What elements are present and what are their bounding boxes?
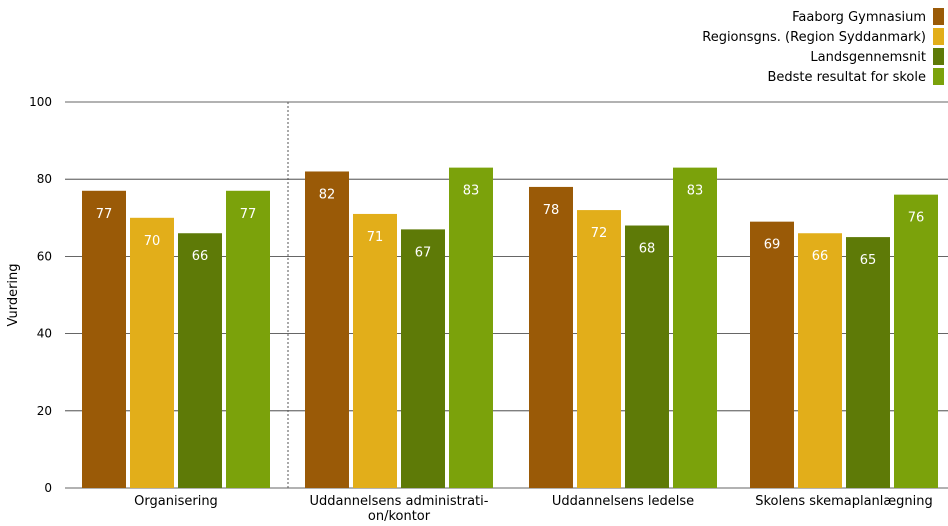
bar <box>449 167 493 488</box>
bar <box>82 190 126 488</box>
bar <box>750 221 794 488</box>
y-tick-label: 80 <box>37 172 52 186</box>
data-label: 66 <box>192 249 209 264</box>
y-tick-label: 0 <box>44 481 52 495</box>
bar <box>577 210 621 488</box>
data-label: 71 <box>367 230 384 245</box>
data-label: 67 <box>415 245 432 260</box>
bar <box>529 186 573 489</box>
legend-swatch <box>933 68 944 85</box>
bar <box>226 190 270 488</box>
data-label: 76 <box>908 211 925 226</box>
data-label: 70 <box>144 234 161 249</box>
data-label: 77 <box>96 207 113 222</box>
data-label: 82 <box>319 187 336 202</box>
data-label: 65 <box>860 253 877 268</box>
bar <box>401 229 445 488</box>
legend-entry: Bedste resultat for skole <box>767 70 926 85</box>
x-tick-label: Uddannelsens administrati-on/kontor <box>310 494 489 524</box>
bar <box>178 233 222 488</box>
legend-entry: Landsgennemsnit <box>810 50 926 65</box>
legend-swatch <box>933 28 944 45</box>
data-label: 78 <box>543 203 560 218</box>
bars: 77 70 66 77 82 71 67 83 78 72 68 83 69 66 65 76 <box>82 167 938 489</box>
data-label: 72 <box>591 226 608 241</box>
data-label: 68 <box>639 242 656 257</box>
bar <box>353 213 397 488</box>
bar <box>305 171 349 489</box>
legend-entry: Regionsgns. (Region Syddanmark) <box>702 30 926 45</box>
legend-swatch <box>933 8 944 25</box>
legend-swatch <box>933 48 944 65</box>
category-labels: Organisering Uddannelsens administrati-on… <box>134 494 933 524</box>
data-label: 83 <box>687 184 704 199</box>
data-label: 77 <box>240 207 257 222</box>
data-label: 66 <box>812 249 829 264</box>
y-tick-label: 60 <box>37 249 52 263</box>
bar <box>673 167 717 488</box>
bar <box>894 194 938 488</box>
data-label: 69 <box>764 238 781 253</box>
x-tick-label: Skolens skemaplanlægning <box>755 494 933 509</box>
legend-entry: Faaborg Gymnasium <box>792 10 926 25</box>
data-label: 83 <box>463 184 480 199</box>
legend: Faaborg Gymnasium Regionsgns. (Region Syd… <box>702 8 944 85</box>
bar <box>130 217 174 489</box>
x-tick-label: Uddannelsens ledelse <box>552 494 694 509</box>
y-tick-label: 20 <box>37 404 52 418</box>
bar <box>846 237 890 488</box>
x-tick-label: Organisering <box>134 494 218 509</box>
y-axis-label: Vurdering <box>6 263 21 326</box>
bar <box>625 225 669 488</box>
y-tick-label: 40 <box>37 327 52 341</box>
bar <box>798 233 842 488</box>
y-tick-label: 100 <box>29 95 52 109</box>
